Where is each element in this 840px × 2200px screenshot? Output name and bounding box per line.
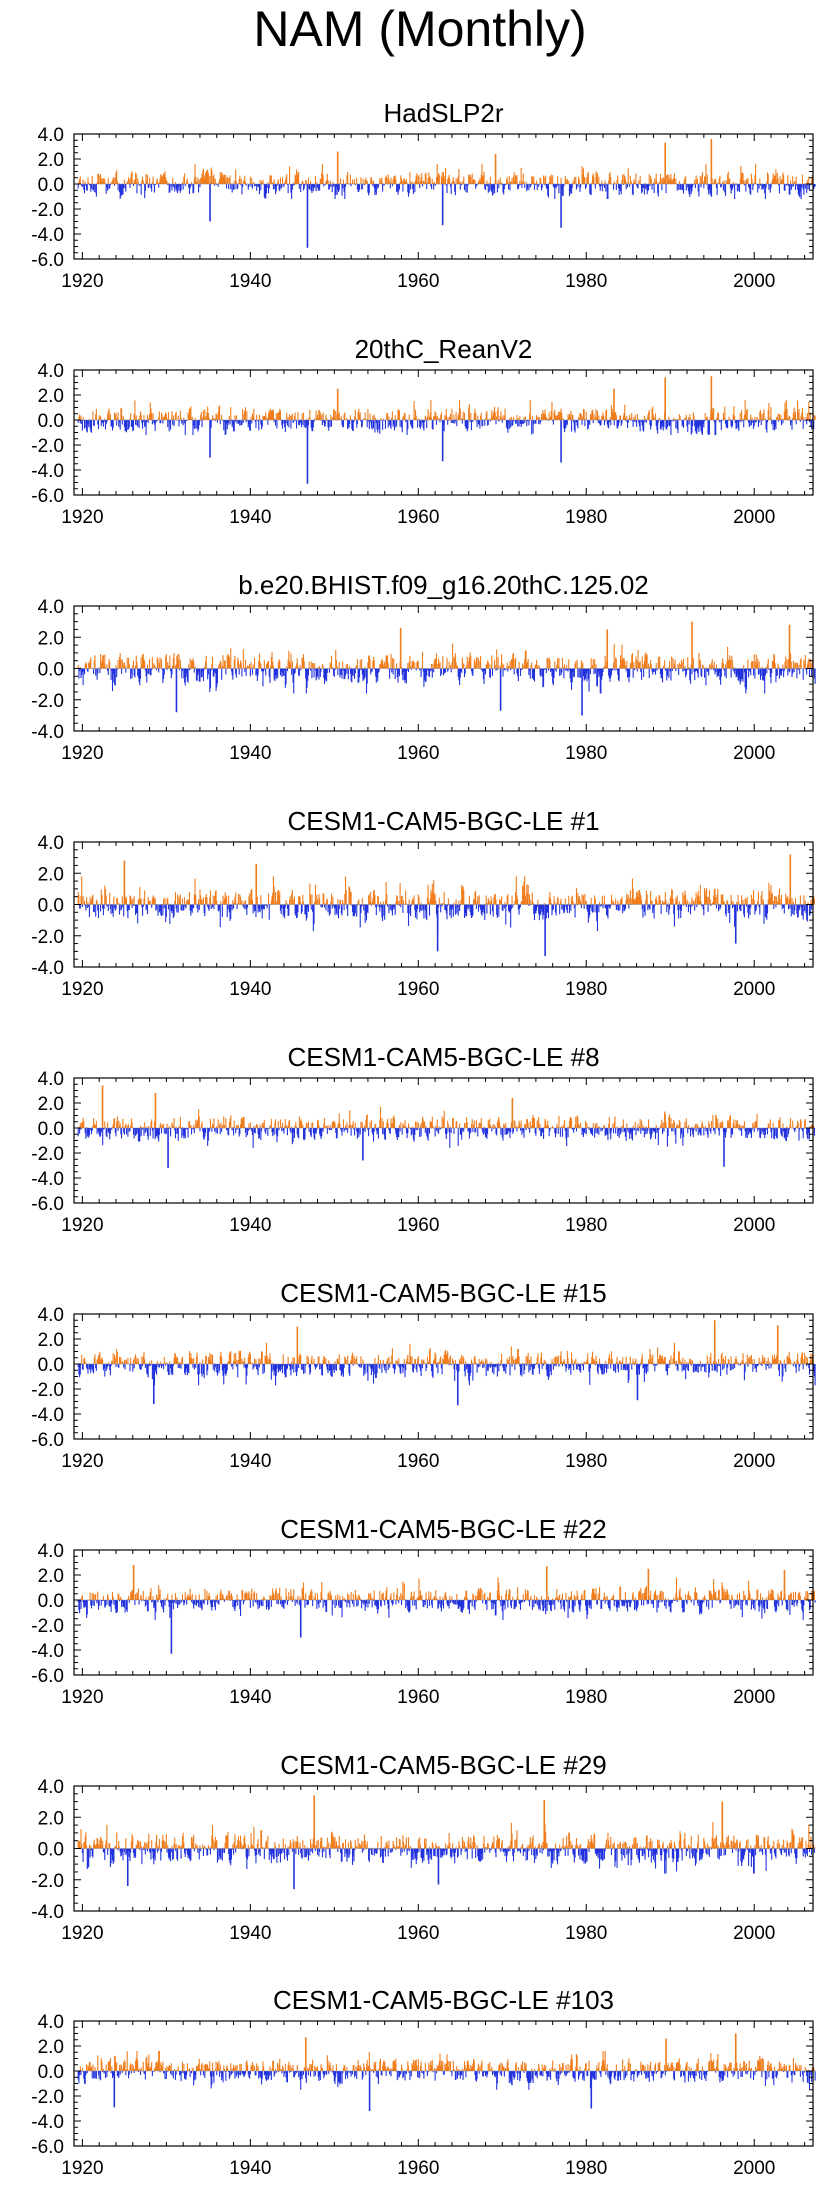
- x-ticks: [81, 606, 806, 731]
- x-tick-label: 1940: [229, 979, 271, 1000]
- x-tick-label: 2000: [733, 979, 775, 1000]
- x-tick-label: 1920: [61, 507, 103, 528]
- x-tick-label: 1980: [565, 271, 607, 292]
- x-tick-label: 1920: [61, 743, 103, 764]
- x-tick-label: 1940: [229, 743, 271, 764]
- bar-series: [77, 1085, 816, 1168]
- y-tick-label: -4.0: [31, 722, 64, 743]
- chart-panel: b.e20.BHIST.f09_g16.20thC.125.02 4.0 2.0 0.…: [31, 570, 816, 764]
- x-ticks: [81, 842, 806, 967]
- x-tick-label: 2000: [733, 743, 775, 764]
- chart-title: CESM1-CAM5-BGC-LE #8: [287, 1042, 599, 1072]
- x-ticks: [81, 134, 806, 259]
- y-tick-label: 4.0: [38, 833, 64, 854]
- page-title: NAM (Monthly): [253, 1, 587, 57]
- y-ticks: [74, 369, 813, 496]
- chart-title: HadSLP2r: [384, 98, 504, 128]
- chart-panel: CESM1-CAM5-BGC-LE #84.02.00.0-2.0-4.0-6.…: [31, 1042, 816, 1236]
- y-ticks: [74, 605, 813, 732]
- chart-title: b.e20.BHIST.f09_g16.20thC.125.02: [238, 570, 649, 600]
- chart-title: CESM1-CAM5-BGC-LE #1: [287, 806, 599, 836]
- chart-title: 20thC_ReanV2: [355, 334, 533, 364]
- x-tick-label: 2000: [733, 507, 775, 528]
- y-tick-label: 0.0: [38, 896, 64, 917]
- bar-series: [77, 376, 816, 484]
- y-tick-label: -2.0: [31, 436, 64, 457]
- y-tick-label: 0.0: [38, 175, 64, 196]
- y-tick-label: -2.0: [31, 691, 64, 712]
- y-tick-label: -4.0: [31, 225, 64, 246]
- y-tick-label: 2.0: [38, 628, 64, 649]
- y-tick-label: 2.0: [38, 150, 64, 171]
- x-tick-label: 1960: [397, 743, 439, 764]
- x-tick-label: 1980: [565, 743, 607, 764]
- x-tick-label: 1940: [229, 507, 271, 528]
- chart-panel: CESM1-CAM5-BGC-LE #1 4.0 2.0 0.0 -2.0 -4.0192…: [31, 806, 816, 1000]
- y-tick-label: -2.0: [31, 927, 64, 948]
- x-tick-label: 1940: [229, 271, 271, 292]
- y-tick-label: -6.0: [31, 486, 64, 507]
- x-tick-label: 1960: [397, 507, 439, 528]
- y-tick-label: -4.0: [31, 461, 64, 482]
- x-tick-label: 1960: [397, 979, 439, 1000]
- y-tick-label: 4.0: [38, 597, 64, 618]
- x-tick-label: 1920: [61, 979, 103, 1000]
- x-tick-label: 1920: [61, 271, 103, 292]
- y-tick-label: -6.0: [31, 250, 64, 271]
- y-tick-label: 2.0: [38, 386, 64, 407]
- y-tick-label: 4.0: [38, 361, 64, 382]
- y-tick-label: 4.0: [38, 125, 64, 146]
- x-tick-label: 1960: [397, 271, 439, 292]
- bar-series: [77, 854, 816, 957]
- y-tick-label: 2.0: [38, 864, 64, 885]
- y-tick-label: 0.0: [38, 660, 64, 681]
- y-ticks: [74, 133, 813, 260]
- x-tick-label: 1980: [565, 507, 607, 528]
- y-ticks: [74, 841, 813, 968]
- y-tick-label: 0.0: [38, 411, 64, 432]
- bar-series: [77, 139, 816, 248]
- x-tick-label: 1980: [565, 979, 607, 1000]
- plot-frame: [73, 133, 814, 260]
- x-tick-label: 2000: [733, 271, 775, 292]
- y-tick-label: -2.0: [31, 200, 64, 221]
- y-tick-label: -4.0: [31, 958, 64, 979]
- x-ticks: [81, 370, 806, 495]
